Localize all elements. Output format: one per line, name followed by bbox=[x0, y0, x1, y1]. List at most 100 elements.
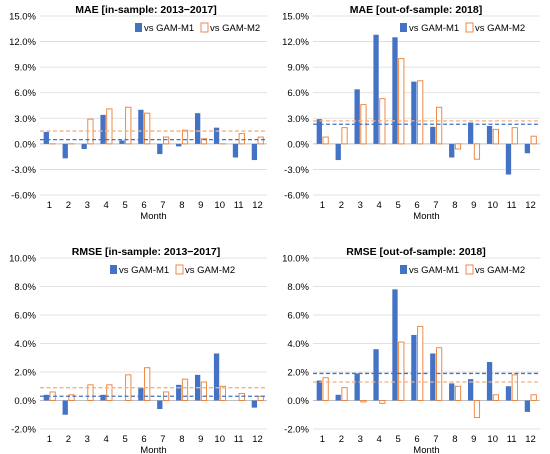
x-axis-label: Month bbox=[413, 445, 439, 454]
y-tick-label: 12.0% bbox=[9, 37, 36, 48]
bar-vs-gam-m2 bbox=[341, 127, 348, 145]
chart-title: MAE [out-of-sample: 2018] bbox=[350, 4, 482, 16]
legend-swatch-vs-gam-m1 bbox=[110, 265, 117, 274]
bar-vs-gam-m1 bbox=[392, 289, 398, 401]
y-tick-label: 6.0% bbox=[14, 311, 36, 322]
y-tick-label: 9.0% bbox=[14, 63, 36, 74]
chart-title-main: MAE bbox=[350, 4, 373, 16]
y-tick-label: 9.0% bbox=[287, 63, 309, 74]
y-tick-label: 10.0% bbox=[9, 254, 36, 265]
x-tick-label: 3 bbox=[85, 434, 90, 445]
bar-vs-gam-m2 bbox=[257, 395, 264, 401]
y-tick-label: -6.0% bbox=[284, 191, 309, 202]
x-axis-label: Month bbox=[413, 211, 439, 222]
legend-label-vs-gam-m1: vs GAM-M1 bbox=[144, 23, 194, 34]
y-tick-label: 2.0% bbox=[287, 368, 309, 379]
chart-title-main: MAE bbox=[75, 4, 98, 16]
bar-vs-gam-m1 bbox=[232, 143, 239, 158]
x-tick-label: 5 bbox=[395, 434, 400, 445]
x-tick-label: 10 bbox=[487, 434, 498, 445]
x-tick-label: 1 bbox=[320, 434, 325, 445]
x-tick-label: 10 bbox=[214, 200, 225, 211]
bar-vs-gam-m2 bbox=[511, 374, 518, 401]
legend-swatch-vs-gam-m1 bbox=[400, 265, 407, 274]
bar-vs-gam-m1 bbox=[430, 126, 436, 144]
bar-vs-gam-m2 bbox=[473, 400, 481, 419]
bar-vs-gam-m1 bbox=[335, 143, 341, 161]
bar-vs-gam-m1 bbox=[449, 143, 455, 158]
legend: vs GAM-M1 vs GAM-M2 bbox=[400, 264, 525, 276]
bar-vs-gam-m2 bbox=[219, 385, 226, 401]
x-tick-label: 2 bbox=[339, 434, 344, 445]
x-tick-label: 9 bbox=[471, 434, 476, 445]
bar-vs-gam-m2 bbox=[398, 58, 405, 145]
bar-vs-gam-m1 bbox=[176, 384, 182, 401]
legend-label-vs-gam-m1: vs GAM-M1 bbox=[409, 265, 459, 276]
chart-title-suffix: [in-sample: 2013−2017] bbox=[102, 246, 220, 258]
x-tick-label: 5 bbox=[395, 200, 400, 211]
legend-label-vs-gam-m2: vs GAM-M2 bbox=[210, 23, 260, 34]
chart-title-main: RMSE bbox=[72, 246, 102, 258]
legend-swatch-vs-gam-m2 bbox=[465, 22, 474, 33]
x-tick-label: 3 bbox=[358, 200, 363, 211]
y-tick-label: 8.0% bbox=[14, 282, 36, 293]
x-tick-label: 4 bbox=[104, 434, 109, 445]
chart-title-main: RMSE bbox=[346, 246, 376, 258]
y-tick-label: 0.0% bbox=[287, 396, 309, 407]
bar-vs-gam-m1 bbox=[157, 143, 163, 155]
y-tick-label: -2.0% bbox=[11, 425, 36, 436]
chart-title-suffix: [out-of-sample: 2018] bbox=[373, 4, 482, 16]
y-tick-label: 3.0% bbox=[14, 114, 36, 125]
y-tick-label: 4.0% bbox=[14, 339, 36, 350]
x-tick-label: 12 bbox=[252, 200, 263, 211]
legend-label-vs-gam-m1: vs GAM-M1 bbox=[409, 23, 459, 34]
bar-vs-gam-m2 bbox=[379, 400, 386, 404]
y-tick-label: 6.0% bbox=[14, 88, 36, 99]
bar-vs-gam-m2 bbox=[436, 347, 443, 401]
bar-vs-gam-m1 bbox=[316, 119, 322, 144]
bar-vs-gam-m2 bbox=[436, 106, 443, 145]
y-tick-label: 3.0% bbox=[287, 114, 309, 125]
bar-vs-gam-m1 bbox=[335, 394, 341, 401]
y-tick-label: 0.0% bbox=[287, 139, 309, 150]
bar-vs-gam-m2 bbox=[144, 112, 151, 145]
chart-panel-2: MAE [out-of-sample: 2018] -6.0% -3.0% 0.0% 3… bbox=[282, 4, 540, 222]
x-tick-label: 5 bbox=[122, 200, 127, 211]
x-tick-label: 2 bbox=[339, 200, 344, 211]
x-tick-label: 8 bbox=[179, 200, 184, 211]
bar-vs-gam-m1 bbox=[43, 394, 49, 401]
y-tick-label: -3.0% bbox=[11, 165, 36, 176]
x-tick-label: 11 bbox=[234, 434, 244, 445]
bar-vs-gam-m1 bbox=[81, 143, 87, 149]
bar-vs-gam-m2 bbox=[200, 381, 208, 401]
x-axis-label: Month bbox=[140, 211, 166, 222]
bar-vs-gam-m1 bbox=[449, 383, 455, 401]
y-tick-label: -3.0% bbox=[284, 165, 309, 176]
legend-swatch-vs-gam-m2 bbox=[175, 264, 184, 275]
legend-swatch-vs-gam-m1 bbox=[400, 23, 407, 32]
bar-vs-gam-m1 bbox=[62, 400, 68, 415]
bar-vs-gam-m1 bbox=[486, 125, 493, 144]
bar-vs-gam-m1 bbox=[467, 122, 474, 144]
x-tick-label: 11 bbox=[507, 200, 517, 211]
bar-vs-gam-m1 bbox=[505, 386, 512, 401]
bar-vs-gam-m2 bbox=[238, 133, 245, 145]
bar-vs-gam-m1 bbox=[316, 380, 322, 401]
x-tick-label: 4 bbox=[104, 200, 109, 211]
x-tick-label: 10 bbox=[487, 200, 498, 211]
legend-swatch-vs-gam-m1 bbox=[135, 23, 142, 32]
bar-vs-gam-m2 bbox=[473, 143, 481, 160]
x-tick-label: 9 bbox=[471, 200, 476, 211]
x-tick-label: 8 bbox=[452, 434, 457, 445]
legend-swatch-vs-gam-m2 bbox=[200, 22, 209, 33]
x-tick-label: 3 bbox=[358, 434, 363, 445]
x-tick-label: 12 bbox=[252, 434, 263, 445]
chart-panel-3: RMSE [in-sample: 2013−2017] -2.0% 0.0% 2.0%… bbox=[9, 246, 267, 454]
bar-vs-gam-m1 bbox=[467, 379, 474, 401]
bar-vs-gam-m2 bbox=[257, 136, 264, 145]
bar-vs-gam-m1 bbox=[138, 109, 144, 144]
x-tick-label: 6 bbox=[414, 434, 419, 445]
bar-vs-gam-m1 bbox=[43, 131, 49, 144]
y-tick-label: 0.0% bbox=[14, 139, 36, 150]
